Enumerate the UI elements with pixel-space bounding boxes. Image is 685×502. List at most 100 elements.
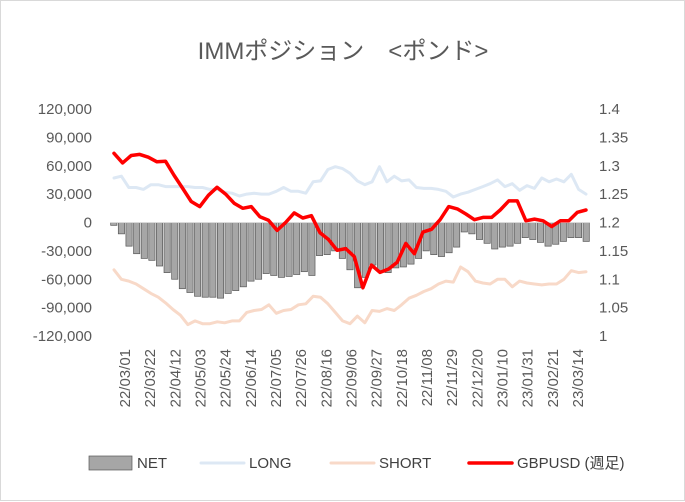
x-tick-label: 22/06/14 xyxy=(243,349,260,407)
net-bar xyxy=(178,222,186,290)
left-tick-label: 120,000 xyxy=(38,101,92,118)
net-bar xyxy=(582,222,590,242)
chart-title: IMMポジション <ポンド> xyxy=(198,38,489,65)
net-bar xyxy=(483,222,491,244)
net-bar xyxy=(445,222,453,254)
net-bar xyxy=(377,222,384,272)
left-axis: 120,000 90,000 60,000 30,000 0 -30,000 -60,000… xyxy=(33,101,92,345)
net-bar xyxy=(133,222,141,255)
net-bar xyxy=(514,222,522,244)
net-bar xyxy=(453,222,461,248)
series-lines xyxy=(112,151,588,327)
net-bar xyxy=(163,222,171,273)
net-bar xyxy=(506,222,514,247)
net-bar xyxy=(140,222,148,259)
x-tick-label: 23/03/14 xyxy=(570,349,587,407)
net-bar xyxy=(285,222,293,277)
long-line xyxy=(112,165,588,199)
legend-label-gbpusd: GBPUSD (週足) xyxy=(517,455,625,472)
x-tick-label: 22/07/05 xyxy=(268,349,285,407)
right-tick-label: 1.3 xyxy=(599,158,620,175)
net-bar xyxy=(308,222,316,276)
net-bar xyxy=(476,222,483,240)
right-tick-label: 1 xyxy=(599,328,607,345)
x-tick-label: 22/05/03 xyxy=(193,349,210,407)
net-bar xyxy=(239,222,247,288)
net-bar xyxy=(209,222,217,298)
net-bar xyxy=(148,222,156,261)
x-tick-label: 22/04/12 xyxy=(167,349,184,407)
net-bar xyxy=(361,222,369,278)
net-bar xyxy=(422,222,430,252)
net-bar xyxy=(575,222,583,238)
net-bar xyxy=(224,222,232,294)
x-tick-label: 22/09/27 xyxy=(369,349,386,407)
x-tick-label: 22/03/01 xyxy=(117,349,134,407)
net-bar xyxy=(338,222,346,259)
net-bar xyxy=(262,222,270,274)
right-tick-label: 1.1 xyxy=(599,271,620,288)
net-bar xyxy=(255,222,263,280)
x-tick-label: 22/05/24 xyxy=(218,349,235,407)
net-bar xyxy=(232,222,240,291)
net-bar xyxy=(521,222,529,238)
left-tick-label: 60,000 xyxy=(46,158,92,175)
x-tick-label: 22/07/26 xyxy=(293,349,310,407)
net-bar xyxy=(537,222,544,243)
net-bar xyxy=(171,222,179,280)
left-tick-label: -60,000 xyxy=(41,271,92,288)
right-tick-label: 1.25 xyxy=(599,186,628,203)
net-bar xyxy=(346,222,354,271)
net-bar xyxy=(217,222,224,299)
net-bar xyxy=(407,222,415,265)
net-bar xyxy=(300,222,308,273)
net-bar xyxy=(437,222,445,257)
net-bar xyxy=(293,222,301,275)
left-tick-label: -90,000 xyxy=(41,300,92,317)
net-bar xyxy=(567,222,575,238)
net-bar xyxy=(529,222,537,240)
x-tick-label: 22/03/22 xyxy=(142,349,159,407)
x-tick-label: 22/11/29 xyxy=(444,349,461,406)
net-bar xyxy=(194,222,202,297)
net-bar xyxy=(117,222,125,235)
net-bar xyxy=(247,222,255,282)
x-tick-label: 22/11/08 xyxy=(419,349,436,406)
net-bar xyxy=(186,222,194,293)
left-tick-label: -120,000 xyxy=(33,328,92,345)
legend-label-short: SHORT xyxy=(379,455,431,472)
left-tick-label: 0 xyxy=(84,215,92,232)
right-tick-label: 1.35 xyxy=(599,129,628,146)
right-axis: 1.4 1.35 1.3 1.25 1.2 1.15 1.1 1.05 1 xyxy=(599,101,628,345)
x-tick-label: 23/02/21 xyxy=(545,349,562,407)
x-tick-label: 23/01/31 xyxy=(520,349,537,407)
left-tick-label: -30,000 xyxy=(41,243,92,260)
legend: NET LONG SHORT GBPUSD (週足) xyxy=(88,455,625,472)
x-tick-label: 22/09/06 xyxy=(344,349,361,407)
right-tick-label: 1.2 xyxy=(599,215,620,232)
net-bars xyxy=(110,222,590,299)
net-bar xyxy=(460,222,468,233)
net-bar xyxy=(491,222,499,250)
left-tick-label: 90,000 xyxy=(46,129,92,146)
right-tick-label: 1.15 xyxy=(599,243,628,260)
x-tick-label: 22/12/20 xyxy=(469,349,486,407)
x-axis: 22/03/01 22/03/22 22/04/12 22/05/03 22/05/24… xyxy=(117,349,587,407)
short-line xyxy=(112,265,588,327)
net-bar xyxy=(498,222,506,248)
x-tick-label: 22/08/16 xyxy=(318,349,335,407)
net-bar xyxy=(156,222,163,267)
left-tick-label: 30,000 xyxy=(46,186,92,203)
legend-label-net: NET xyxy=(137,455,167,472)
net-bar xyxy=(125,222,133,247)
gbpusd-line xyxy=(112,151,588,290)
net-bar xyxy=(369,222,377,266)
legend-swatch-net xyxy=(88,455,133,471)
right-tick-label: 1.05 xyxy=(599,300,628,317)
right-tick-label: 1.4 xyxy=(599,101,620,118)
net-bar xyxy=(201,222,209,298)
net-bar xyxy=(384,222,392,273)
x-tick-label: 22/10/18 xyxy=(394,349,411,407)
x-tick-label: 23/01/10 xyxy=(495,349,512,407)
